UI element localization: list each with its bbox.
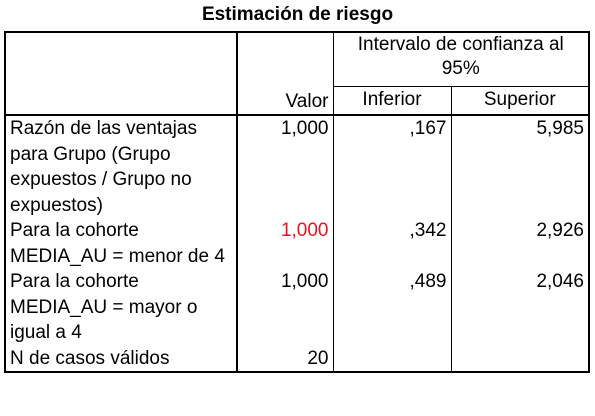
row-valor: 1,000 [237,114,334,218]
row-inferior: ,342 [333,218,452,269]
table-row: N de casos válidos 20 [4,345,590,373]
risk-estimate-table: Valor Intervalo de confianza al 95% Infe… [4,31,590,373]
table-row: Razón de las ventajas para Grupo (Grupo … [4,114,590,218]
row-valor: 1,000 [237,269,334,346]
header-corner-cell [4,31,238,115]
row-label: N de casos válidos [4,345,238,373]
table-row: Para la cohorte MEDIA_AU = mayor o igual… [4,269,590,346]
row-inferior: ,167 [333,114,452,218]
header-subrow: Inferior Superior [5,86,590,115]
row-inferior [333,345,452,373]
row-valor: 1,000 [237,218,334,269]
table-title: Estimación de riesgo [201,4,394,25]
row-superior: 5,985 [451,114,590,218]
table-row: Para la cohorte MEDIA_AU = menor de 4 1,… [4,218,590,269]
header-valor-cell: Valor [237,31,334,115]
row-superior [451,345,590,373]
header-interval: Intervalo de confianza al 95% [333,31,590,87]
row-label: Para la cohorte MEDIA_AU = menor de 4 [4,218,238,269]
row-valor: 20 [237,345,334,373]
row-inferior: ,489 [333,269,452,346]
header-row: Valor Intervalo de confianza al 95% [4,31,590,115]
row-label: Razón de las ventajas para Grupo (Grupo … [4,114,238,218]
header-superior: Superior [451,86,590,115]
header-inferior: Inferior [333,86,452,115]
row-label: Para la cohorte MEDIA_AU = mayor o igual… [4,269,238,346]
row-superior: 2,046 [451,269,590,346]
header-valor: Valor [285,90,329,112]
row-superior: 2,926 [451,218,590,269]
